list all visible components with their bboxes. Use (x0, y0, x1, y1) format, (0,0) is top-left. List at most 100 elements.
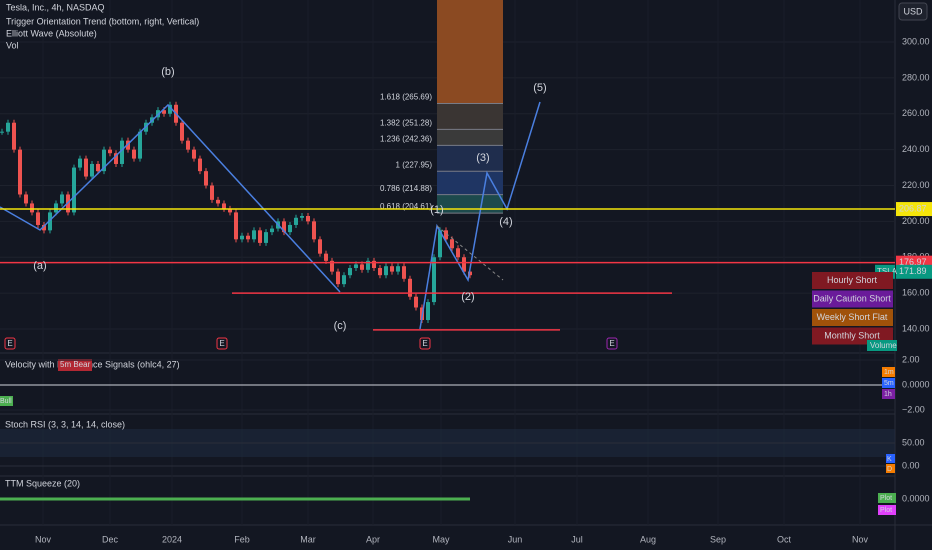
signal-label: Weekly Short Flat (817, 312, 888, 322)
tag: Plot (880, 507, 892, 514)
candle (444, 230, 448, 240)
candle (78, 158, 82, 168)
time-label: Aug (640, 534, 656, 544)
candle (138, 131, 142, 159)
candle (180, 122, 184, 141)
candle (186, 140, 190, 150)
candle (342, 275, 346, 285)
time-label: Jun (508, 534, 523, 544)
signal-label: Daily Caution Short (813, 293, 891, 303)
tag: Bull (0, 398, 12, 405)
price-tick-label: 280.00 (902, 72, 930, 82)
price-tick-label: 200.00 (902, 216, 930, 226)
time-label: May (432, 534, 450, 544)
pane-title: TTM Squeeze (20) (5, 478, 80, 488)
signal-label: Hourly Short (827, 275, 878, 285)
currency-box[interactable] (898, 2, 928, 21)
wave-label: (2) (461, 291, 474, 303)
candle (384, 266, 388, 276)
earnings-label: E (609, 339, 614, 348)
candle (294, 217, 298, 225)
tag-bg (878, 505, 896, 515)
candle (462, 257, 466, 272)
time-label: Apr (366, 534, 380, 544)
time-label: Feb (234, 534, 250, 544)
candle (36, 212, 40, 225)
candle (450, 239, 454, 249)
time-label: Sep (710, 534, 726, 544)
candle (318, 239, 322, 254)
candle (264, 232, 268, 243)
earnings-marker (606, 337, 618, 350)
volume-tag-bg (867, 340, 897, 351)
candle (372, 260, 376, 269)
signal-box (812, 309, 893, 326)
fib-label: 1.236 (242.36) (380, 135, 432, 144)
candle (330, 260, 334, 272)
tag: D (887, 466, 892, 473)
candle (108, 149, 112, 154)
tick-label: 50.00 (902, 437, 925, 447)
wave-impulse (419, 101, 541, 330)
indicator-name: Elliott Wave (Absolute) (6, 28, 97, 38)
candle (0, 131, 4, 133)
badge: 5m Bear (60, 360, 91, 369)
yellow-price: 206.87 (899, 203, 927, 213)
candle (126, 140, 130, 150)
candle (222, 203, 226, 209)
fib-label: 1 (227.95) (396, 160, 433, 169)
candle (102, 149, 106, 172)
last-price-bg (896, 264, 932, 279)
currency: USD (903, 6, 923, 16)
candle (54, 203, 58, 213)
price-tick-label: 220.00 (902, 180, 930, 190)
fib-zone (437, 103, 503, 130)
fib-label: 0.786 (214.88) (380, 184, 432, 193)
candle (42, 224, 46, 231)
badge-bg (58, 359, 92, 371)
tag-bg (882, 378, 895, 388)
time-label: Jul (571, 534, 583, 544)
candle (216, 199, 220, 204)
tag: 1h (884, 391, 892, 398)
candle (312, 221, 316, 240)
time-label: Mar (300, 534, 316, 544)
earnings-marker (419, 337, 431, 350)
time-label: Nov (852, 534, 869, 544)
wave-label: (1) (430, 204, 443, 216)
candle (234, 212, 238, 240)
last-price: 171.89 (899, 266, 927, 276)
earnings-marker (216, 337, 228, 350)
time-label: Dec (102, 534, 119, 544)
candle (24, 194, 28, 204)
candle (96, 163, 100, 172)
wave-label: (c) (334, 320, 347, 332)
yellow-price-bg (896, 202, 932, 217)
wave-label: (4) (499, 216, 512, 228)
tag-bg (882, 389, 895, 399)
candle (132, 149, 136, 159)
candle (168, 104, 172, 114)
tick-label: 0.00 (902, 460, 920, 470)
candle (270, 228, 274, 233)
fib-label: 1.618 (265.69) (380, 93, 432, 102)
wave-label: (b) (161, 66, 174, 78)
candle (354, 264, 358, 269)
earnings-marker (4, 337, 16, 350)
candle (336, 271, 340, 285)
tick-label: 0.0000 (902, 379, 930, 389)
price-tick-label: 240.00 (902, 144, 930, 154)
fib-zone (437, 145, 503, 172)
tag: 5m (884, 380, 894, 387)
candle (438, 230, 442, 258)
price-tick-label: 160.00 (902, 288, 930, 298)
tick-label: 2.00 (902, 354, 920, 364)
time-label: Nov (35, 534, 52, 544)
candle (198, 158, 202, 172)
candle (414, 296, 418, 308)
tag-bg (886, 464, 895, 473)
tag: Plot (880, 495, 892, 502)
pane-title: Stoch RSI (3, 3, 14, 14, close) (5, 419, 125, 429)
candle (48, 212, 52, 231)
